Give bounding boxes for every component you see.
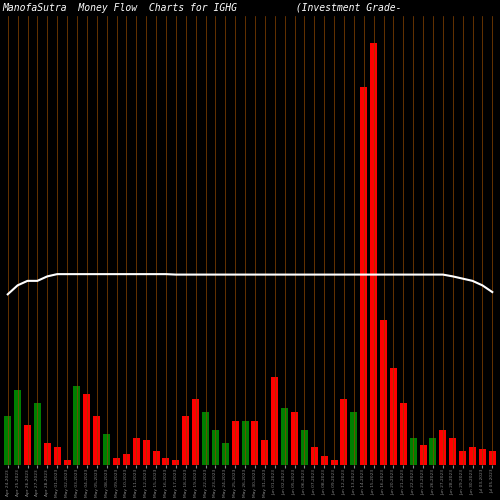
Bar [64, 460, 70, 464]
Bar [123, 454, 130, 464]
Bar [430, 438, 436, 464]
Bar [340, 398, 347, 464]
Bar [479, 449, 486, 464]
Bar [469, 447, 476, 464]
Bar [202, 412, 209, 465]
Bar [370, 42, 377, 465]
Bar [182, 416, 189, 465]
Bar [242, 420, 248, 465]
Bar [84, 394, 90, 464]
Bar [162, 458, 170, 464]
Bar [142, 440, 150, 464]
Bar [94, 416, 100, 465]
Text: ManofaSutra  Money Flow  Charts for IGHG          (Investment Grade-            : ManofaSutra Money Flow Charts for IGHG (… [3, 3, 500, 13]
Bar [34, 403, 41, 464]
Bar [133, 438, 140, 464]
Bar [4, 416, 11, 465]
Bar [222, 442, 228, 464]
Bar [420, 446, 426, 464]
Bar [489, 452, 496, 464]
Bar [44, 442, 51, 464]
Bar [281, 408, 288, 465]
Bar [360, 86, 367, 464]
Bar [252, 420, 258, 465]
Bar [262, 440, 268, 464]
Bar [330, 460, 338, 464]
Bar [172, 460, 180, 464]
Bar [24, 425, 31, 465]
Bar [390, 368, 397, 464]
Bar [320, 456, 328, 464]
Bar [14, 390, 21, 464]
Bar [272, 377, 278, 464]
Bar [74, 386, 80, 464]
Bar [103, 434, 110, 464]
Bar [152, 452, 160, 464]
Bar [301, 430, 308, 464]
Bar [440, 430, 446, 464]
Bar [410, 438, 416, 464]
Bar [311, 447, 318, 464]
Bar [54, 447, 60, 464]
Bar [350, 412, 358, 465]
Bar [232, 420, 238, 465]
Bar [212, 430, 219, 464]
Bar [113, 458, 120, 464]
Bar [380, 320, 387, 464]
Bar [459, 452, 466, 464]
Bar [192, 398, 199, 464]
Bar [400, 403, 406, 464]
Bar [291, 412, 298, 465]
Bar [450, 438, 456, 464]
